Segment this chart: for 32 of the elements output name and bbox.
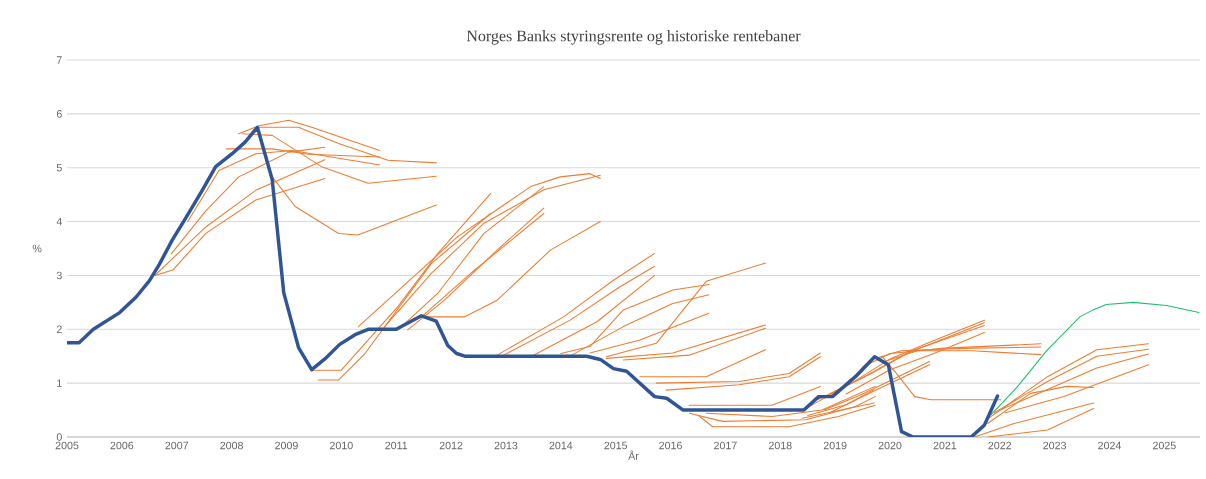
x-tick-label: 2014	[549, 441, 573, 450]
x-tick-label: 2010	[330, 441, 353, 450]
x-tick-label: 2024	[1098, 441, 1122, 450]
x-tick-label: 2005	[55, 441, 79, 450]
x-tick-label: 2025	[1153, 441, 1176, 450]
x-tick-label: 2016	[659, 441, 682, 450]
x-tick-label: 2019	[823, 441, 847, 450]
x-tick-label: 2012	[439, 441, 463, 450]
chart-title: Norges Banks styringsrente og historiske rentebaner	[466, 30, 801, 45]
y-tick-label: 4	[56, 217, 62, 226]
x-tick-label: 2015	[604, 441, 628, 450]
x-tick-label: 2009	[275, 441, 298, 450]
x-tick-label: 2008	[220, 441, 243, 450]
y-tick-label: 3	[56, 271, 62, 280]
y-tick-label: 2	[56, 325, 62, 334]
x-tick-label: 2021	[933, 441, 957, 450]
y-tick-label: 1	[57, 379, 62, 387]
x-tick-label: 2013	[494, 441, 518, 450]
y-tick-label: 7	[56, 56, 62, 64]
x-tick-label: 2011	[385, 441, 408, 450]
x-tick-label: 2017	[714, 441, 737, 450]
y-tick-label: 6	[56, 110, 62, 118]
y-tick-label: 5	[56, 164, 62, 172]
x-tick-label: 2018	[768, 441, 792, 450]
x-tick-label: 2020	[878, 441, 902, 450]
x-tick-label: 2007	[165, 441, 189, 450]
x-axis-title: År	[628, 450, 639, 460]
y-tick-label: 0	[56, 433, 62, 441]
x-tick-label: 2006	[110, 441, 134, 450]
x-tick-label: 2022	[988, 441, 1012, 450]
x-tick-label: 2023	[1043, 441, 1066, 450]
y-axis-title: %	[32, 244, 42, 253]
